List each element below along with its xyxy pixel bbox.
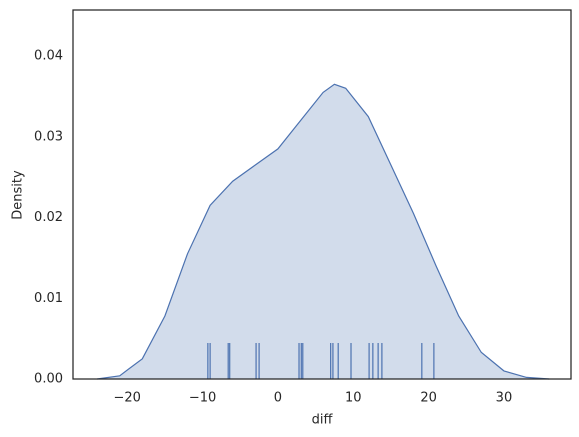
x-tick-label: 10 xyxy=(345,391,362,406)
x-tick-label: 0 xyxy=(274,391,282,406)
density-line xyxy=(97,83,550,380)
x-tick-label: −10 xyxy=(189,391,216,406)
x-tick-label: 30 xyxy=(496,391,513,406)
y-tick-label: 0.02 xyxy=(34,210,63,225)
x-tick-label: −20 xyxy=(114,391,141,406)
y-tick-label: 0.04 xyxy=(34,49,63,64)
x-axis-label: diff xyxy=(312,413,334,428)
x-tick-label: 20 xyxy=(420,391,437,406)
plot-frame xyxy=(72,9,572,380)
y-tick-label: 0.03 xyxy=(34,129,63,144)
y-axis-label: Density xyxy=(11,170,26,220)
y-tick-label: 0.01 xyxy=(34,291,63,306)
y-tick-label: 0.00 xyxy=(34,372,63,387)
density-area xyxy=(97,84,550,380)
